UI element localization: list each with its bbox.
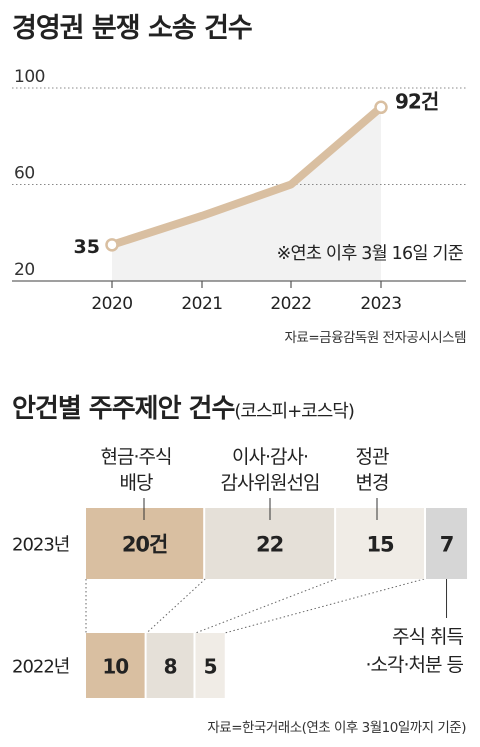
category-label: 정관 (356, 446, 389, 468)
bar-segment (426, 508, 468, 579)
data-point (105, 238, 119, 252)
bar-chart-source: 자료=한국거래소(연초 이후 3월10일까지 기준) (207, 720, 466, 736)
series-line (108, 103, 385, 249)
bar-value-label: 22 (256, 533, 283, 557)
bar-chart-title-group: 안건별 주주제안 건수(코스피+코스닥) (12, 388, 355, 425)
bar-chart-title: 안건별 주주제안 건수 (12, 394, 235, 424)
bar-row-label: 2023년 (12, 535, 69, 556)
bar-value-label: 20건 (122, 533, 168, 557)
x-tick-label: 2023 (360, 294, 401, 314)
bar-segment (86, 508, 204, 579)
bar-value-label: 8 (164, 655, 177, 679)
category-label: 현금·주식 (101, 446, 172, 468)
data-label-end: 92건 (395, 89, 438, 113)
bar-value-label: 5 (204, 655, 217, 679)
y-tick-label: 60 (14, 164, 35, 184)
x-tick-label: 2022 (270, 294, 311, 314)
category-label: ·소각·처분 등 (365, 654, 463, 676)
data-point (374, 100, 388, 115)
bar-segment (336, 508, 425, 579)
bar-row-label: 2022년 (12, 657, 69, 678)
category-label: 이사·감사· (232, 446, 308, 468)
category-label: 감사위원선임 (221, 472, 320, 494)
category-label: 변경 (356, 472, 389, 494)
bar-segment (146, 633, 194, 698)
bar-chart-subtitle: (코스피+코스닥) (234, 401, 354, 422)
line-chart-source: 자료=금융감독원 전자공시시스템 (284, 330, 467, 346)
y-tick-label: 20 (14, 260, 35, 280)
y-tick-label: 100 (14, 67, 45, 87)
category-label: 배당 (120, 472, 153, 494)
bar-segment (195, 633, 225, 698)
bar-value-label: 7 (440, 533, 454, 557)
line-chart-title: 경영권 분쟁 소송 건수 (12, 13, 253, 44)
bar-connector (146, 578, 206, 634)
line-chart-area (112, 107, 381, 281)
bar-segment (86, 633, 145, 698)
bar-connector (195, 578, 337, 634)
bar-value-label: 15 (366, 533, 394, 557)
bar-value-label: 10 (102, 655, 128, 679)
x-tick-label: 2020 (91, 294, 132, 314)
chart-annotation: ※연초 이후 3월 16일 기준 (277, 244, 464, 264)
category-label: 주식 취득 (392, 626, 463, 648)
bar-connector (224, 578, 425, 634)
data-label-start: 35 (74, 236, 100, 258)
x-tick-label: 2021 (181, 294, 222, 314)
